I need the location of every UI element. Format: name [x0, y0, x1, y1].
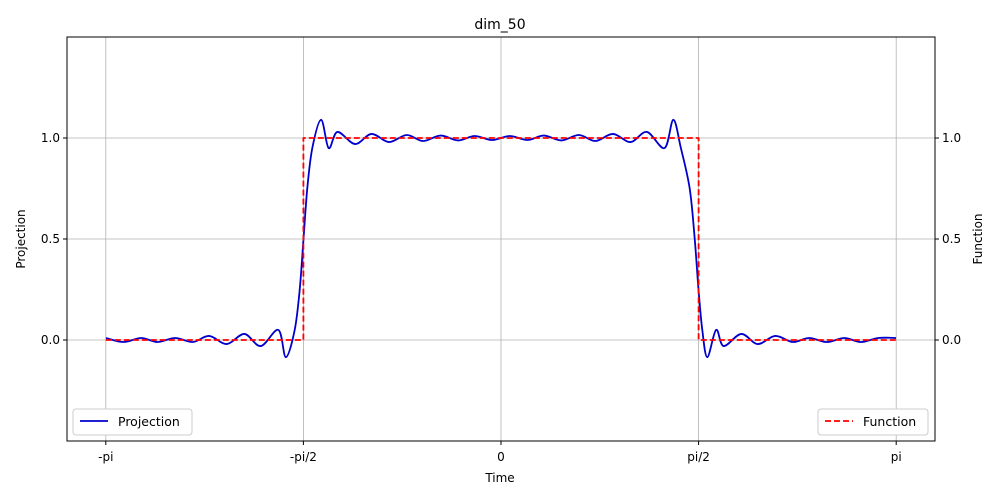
legend-projection-box	[72, 408, 193, 436]
x-tick-label-1: -pi/2	[290, 450, 317, 464]
y-tick-label-right-1: 0.5	[942, 232, 961, 246]
y-tick-label-left-2: 1.0	[41, 131, 60, 145]
y-tick-label-left-0: 0.0	[41, 333, 60, 347]
y-axis-label-right: Function	[971, 213, 985, 264]
series-function-line	[105, 137, 897, 341]
x-tick-label-4: pi	[891, 450, 902, 464]
grid	[67, 37, 935, 441]
x-axis-label: Time	[484, 471, 514, 485]
y-tick-label-right-0: 0.0	[942, 333, 961, 347]
y-tick-label-left-1: 0.5	[41, 232, 60, 246]
ticks: -pi -pi/2 0 pi/2 pi 0.0 0.0 0.5 0.5 1.0 1.0	[41, 131, 961, 464]
y-axis-label-left: Projection	[14, 209, 28, 268]
chart-title: dim_50	[474, 17, 525, 33]
legend-function-box	[817, 408, 929, 436]
legend-projection: Projection	[72, 408, 193, 436]
legend-projection-label: Projection	[118, 414, 180, 429]
x-tick-label-3: pi/2	[687, 450, 710, 464]
x-tick-label-2: 0	[497, 450, 505, 464]
x-tick-label-0: -pi	[98, 450, 113, 464]
legend-function: Function	[817, 408, 929, 436]
legend-function-label: Function	[863, 414, 916, 429]
y-tick-label-right-2: 1.0	[942, 131, 961, 145]
series-layer	[105, 118, 897, 359]
